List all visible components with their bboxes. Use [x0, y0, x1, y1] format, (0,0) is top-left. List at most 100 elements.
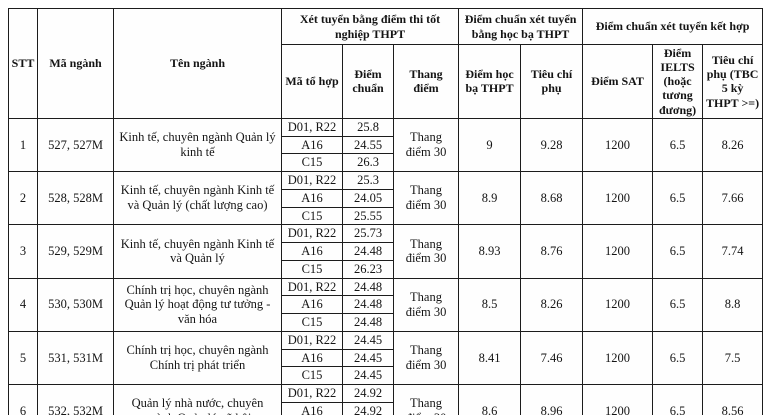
col-header-score-scale: Thang điểm	[392, 44, 460, 119]
cell-scale: Thang điểm 30	[392, 171, 460, 226]
cell-tbc-score: 7.66	[702, 171, 764, 226]
cell-combo-score: 25.55	[342, 206, 394, 226]
cell-major-name: Chính trị học, chuyên ngành Quản lý hoạt…	[113, 277, 282, 332]
cell-transcript-score: 8.9	[458, 171, 522, 226]
cell-major-code: 532, 532M	[37, 384, 114, 415]
cell-ielts-score: 6.5	[652, 171, 704, 226]
cell-sat-score: 1200	[582, 117, 654, 173]
col-header-combo-code: Mã tổ hợp	[281, 44, 343, 119]
cell-combo-score: 24.45	[342, 366, 394, 386]
cell-ielts-score: 6.5	[652, 117, 704, 173]
header-group-row: STT Mã ngành Tên ngành Xét tuyển bằng đi…	[8, 8, 764, 119]
cell-combo-score: 24.45	[342, 348, 394, 368]
header-sub-row: Mã tổ hợp Điểm chuẩn Thang điểm Điểm học…	[9, 44, 764, 119]
table-row: 1 527, 527M Kinh tế, chuyên ngành Quản l…	[8, 117, 764, 173]
col-header-transcript-score: Điểm học bạ THPT	[458, 44, 522, 119]
cell-combo-code: A16	[281, 348, 343, 368]
cell-combo-code: A16	[281, 295, 343, 315]
col-header-benchmark-score: Điểm chuẩn	[342, 44, 394, 119]
cell-stt: 4	[8, 277, 38, 332]
cell-tbc-score: 8.26	[702, 117, 764, 173]
cell-combo-score: 26.3	[342, 153, 394, 173]
cell-scale: Thang điểm 30	[392, 330, 460, 386]
cell-ielts-score: 6.5	[652, 277, 704, 332]
cell-major-name: Kinh tế, chuyên ngành Kinh tế và Quản lý…	[113, 171, 282, 226]
table-subrow: A16 24.45	[9, 348, 763, 368]
cell-combo-code: C15	[281, 206, 343, 226]
cell-stt: 1	[8, 117, 38, 173]
cell-tbc-score: 7.74	[702, 224, 764, 279]
cell-combo-score: 24.92	[342, 401, 394, 415]
cell-transcript-score: 9	[458, 117, 522, 173]
cell-stt: 5	[8, 330, 38, 386]
cell-sat-score: 1200	[582, 224, 654, 279]
group-header-exam-score: Xét tuyển bằng điểm thi tốt nghiệp THPT	[280, 8, 460, 45]
table-row: 4 530, 530M Chính trị học, chuyên ngành …	[8, 277, 764, 332]
cell-combo-code: D01, R22	[281, 171, 343, 190]
cell-sat-score: 1200	[582, 384, 654, 415]
table-subrow: C15 25.55	[9, 206, 763, 226]
admission-scores-table: STT Mã ngành Tên ngành Xét tuyển bằng đi…	[8, 8, 764, 415]
cell-major-code: 527, 527M	[37, 117, 114, 173]
cell-combo-code: A16	[281, 242, 343, 261]
table-subrow: C15 26.23	[9, 259, 763, 279]
cell-scale: Thang điểm 30	[392, 117, 460, 173]
table-subrow: C15 24.45	[9, 366, 763, 386]
cell-ielts-score: 6.5	[652, 330, 704, 386]
cell-major-name: Quản lý nhà nước, chuyên ngành Quản lý x…	[113, 384, 282, 415]
cell-stt: 2	[8, 171, 38, 226]
cell-combo-code: A16	[281, 188, 343, 208]
cell-combo-code: D01, R22	[281, 117, 343, 137]
table-row: 3 529, 529M Kinh tế, chuyên ngành Kinh t…	[8, 224, 764, 279]
cell-combo-score: 24.55	[342, 135, 394, 155]
cell-combo-code: A16	[281, 135, 343, 155]
cell-sub-criteria: 8.96	[520, 384, 584, 415]
cell-transcript-score: 8.6	[458, 384, 522, 415]
cell-combo-score: 24.05	[342, 188, 394, 208]
cell-major-name: Chính trị học, chuyên ngành Chính trị ph…	[113, 330, 282, 386]
col-header-sub-criteria-combined: Tiêu chí phụ (TBC 5 kỳ THPT >=)	[702, 44, 764, 119]
table-row: 5 531, 531M Chính trị học, chuyên ngành …	[8, 330, 764, 386]
cell-sub-criteria: 7.46	[520, 330, 584, 386]
cell-major-code: 531, 531M	[37, 330, 114, 386]
cell-sub-criteria: 8.68	[520, 171, 584, 226]
cell-combo-score: 24.92	[342, 384, 394, 403]
cell-combo-score: 26.23	[342, 259, 394, 279]
cell-tbc-score: 8.56	[702, 384, 764, 415]
col-header-ielts-score: Điểm IELTS (hoặc tương đương)	[652, 44, 704, 119]
cell-combo-score: 25.73	[342, 224, 394, 244]
cell-combo-code: D01, R22	[281, 224, 343, 244]
cell-major-name: Kinh tế, chuyên ngành Quản lý kinh tế	[113, 117, 282, 173]
table-row: 2 528, 528M Kinh tế, chuyên ngành Kinh t…	[8, 171, 764, 226]
cell-combo-code: C15	[281, 259, 343, 279]
cell-tbc-score: 7.5	[702, 330, 764, 386]
cell-scale: Thang điểm 30	[392, 277, 460, 332]
col-header-sat-score: Điểm SAT	[582, 44, 654, 119]
cell-combo-code: C15	[281, 366, 343, 386]
cell-major-code: 528, 528M	[37, 171, 114, 226]
cell-transcript-score: 8.5	[458, 277, 522, 332]
col-header-sub-criteria: Tiêu chí phụ	[520, 44, 584, 119]
cell-sub-criteria: 8.26	[520, 277, 584, 332]
cell-transcript-score: 8.41	[458, 330, 522, 386]
table-subrow: A16 24.92	[9, 401, 763, 415]
cell-sat-score: 1200	[582, 277, 654, 332]
table-subrow: C15 26.3	[9, 153, 763, 173]
cell-stt: 6	[8, 384, 38, 415]
col-header-major-name: Tên ngành	[113, 8, 282, 119]
cell-combo-score: 24.48	[342, 277, 394, 297]
cell-transcript-score: 8.93	[458, 224, 522, 279]
col-header-major-code: Mã ngành	[37, 8, 114, 119]
cell-sub-criteria: 9.28	[520, 117, 584, 173]
cell-combo-score: 24.48	[342, 295, 394, 315]
cell-combo-code: A16	[281, 401, 343, 415]
cell-sat-score: 1200	[582, 171, 654, 226]
cell-ielts-score: 6.5	[652, 224, 704, 279]
cell-sat-score: 1200	[582, 330, 654, 386]
cell-combo-score: 24.45	[342, 330, 394, 350]
cell-combo-code: D01, R22	[281, 384, 343, 403]
group-header-combined: Điểm chuẩn xét tuyển kết hợp	[582, 8, 764, 45]
cell-combo-code: C15	[281, 313, 343, 332]
cell-combo-score: 24.48	[342, 313, 394, 332]
cell-tbc-score: 8.8	[702, 277, 764, 332]
